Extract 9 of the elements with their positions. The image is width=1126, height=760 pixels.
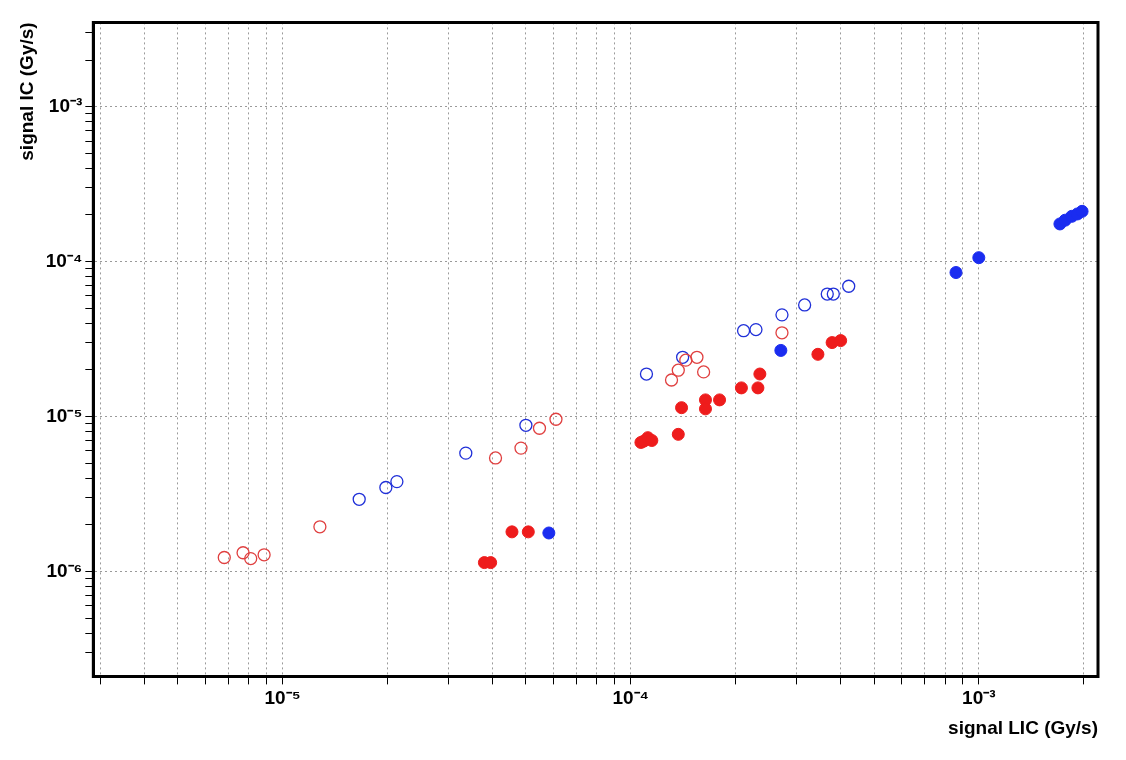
y-axis-title: signal IC (Gy/s) xyxy=(15,22,37,161)
x-tick-label: 10⁻⁴ xyxy=(612,687,649,709)
x-tick-label: 10⁻⁵ xyxy=(264,687,301,709)
y-tick-label: 10⁻⁴ xyxy=(45,249,83,271)
x-axis-title: signal LIC (Gy/s) xyxy=(948,716,1098,738)
x-tick-label: 10⁻³ xyxy=(962,687,996,709)
y-tick-label: 10⁻⁶ xyxy=(46,559,83,581)
y-tick-label: 10⁻³ xyxy=(48,94,83,116)
y-tick-label: 10⁻⁵ xyxy=(46,404,83,426)
